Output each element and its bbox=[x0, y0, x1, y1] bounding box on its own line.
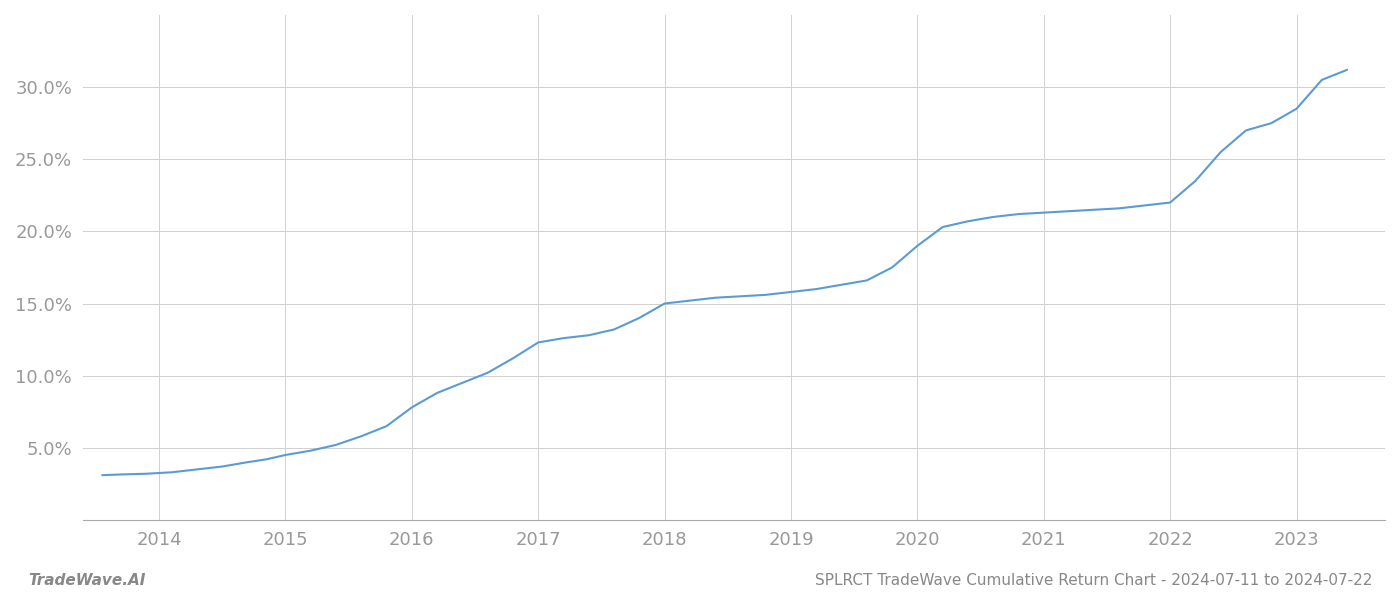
Text: SPLRCT TradeWave Cumulative Return Chart - 2024-07-11 to 2024-07-22: SPLRCT TradeWave Cumulative Return Chart… bbox=[815, 573, 1372, 588]
Text: TradeWave.AI: TradeWave.AI bbox=[28, 573, 146, 588]
